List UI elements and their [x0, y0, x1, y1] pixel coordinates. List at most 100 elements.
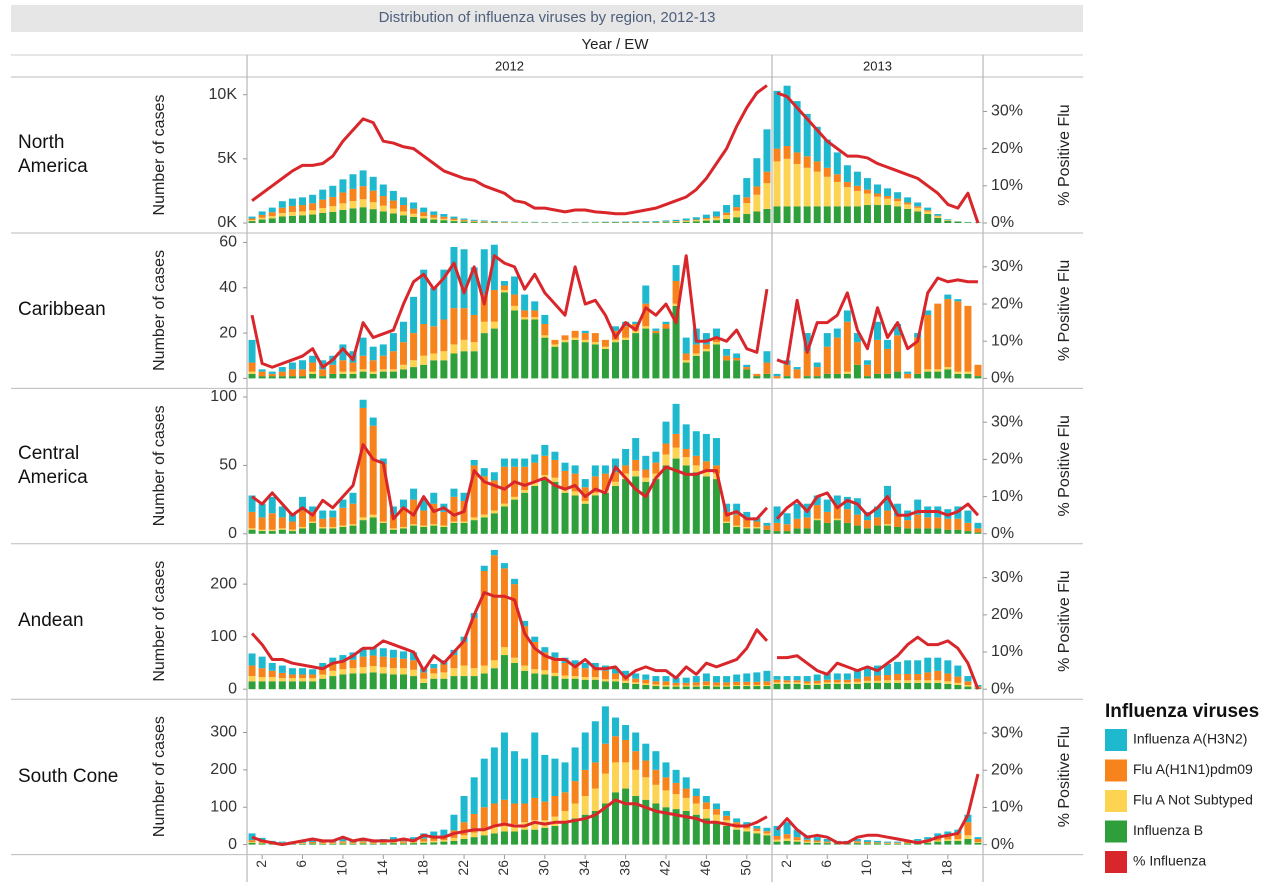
bar: [753, 521, 761, 527]
bar: [399, 528, 407, 534]
bar: [420, 324, 428, 356]
bar: [763, 525, 771, 530]
bar: [944, 367, 952, 370]
bar: [359, 371, 367, 379]
bar: [248, 833, 256, 841]
bar: [652, 222, 660, 223]
bar: [904, 682, 912, 690]
year-label: 2013: [863, 58, 892, 73]
bar: [753, 526, 761, 529]
x-tick-label: 18: [939, 860, 955, 876]
bar: [964, 676, 972, 682]
bar: [803, 113, 811, 157]
bar: [964, 222, 972, 223]
bar: [853, 364, 861, 379]
bar: [682, 448, 690, 458]
bar: [622, 788, 630, 845]
bar: [490, 660, 498, 669]
bar: [733, 360, 741, 379]
bar: [702, 333, 710, 345]
bar: [470, 618, 478, 669]
bar: [743, 369, 751, 379]
bar: [329, 842, 337, 844]
y-tick-label: 0K: [217, 214, 237, 231]
bar: [531, 317, 539, 320]
bar: [440, 664, 448, 673]
bar: [299, 528, 307, 534]
bar: [692, 803, 700, 815]
bar: [753, 825, 761, 829]
bar: [672, 433, 680, 448]
bar: [531, 481, 539, 486]
legend-title: Influenza viruses: [1105, 701, 1259, 722]
bar: [874, 205, 881, 223]
bar: [410, 843, 418, 845]
legend-label: Influenza A(H3N2): [1133, 731, 1247, 747]
bar: [601, 348, 609, 379]
bar: [571, 747, 579, 782]
bar: [440, 511, 448, 526]
bar: [500, 466, 508, 504]
bar: [430, 524, 438, 526]
bar: [692, 217, 700, 220]
bar: [389, 208, 397, 214]
bar: [329, 843, 337, 845]
bar: [954, 684, 962, 690]
bar: [894, 673, 902, 681]
bar: [490, 833, 498, 845]
bar: [410, 525, 418, 534]
bar: [369, 425, 377, 515]
bar: [924, 369, 932, 372]
y2-axis-title: % Positive Flu: [1056, 571, 1073, 672]
bar: [571, 491, 579, 496]
bar: [702, 796, 710, 803]
bar: [803, 684, 811, 690]
bar: [944, 294, 952, 300]
bar: [632, 221, 640, 222]
bar: [450, 344, 458, 354]
bar: [430, 360, 438, 379]
bar: [823, 206, 831, 223]
bar: [389, 668, 397, 675]
bar: [420, 364, 428, 379]
bar: [773, 161, 781, 207]
bar: [853, 342, 861, 365]
bar: [642, 777, 650, 800]
bar: [813, 362, 821, 368]
bar: [490, 513, 498, 534]
bar: [702, 681, 710, 685]
bar: [450, 218, 458, 221]
bar: [682, 337, 690, 354]
bar: [511, 831, 519, 845]
y2-axis-title: % Positive Flu: [1056, 726, 1073, 827]
bar: [934, 214, 942, 216]
bar: [884, 680, 892, 683]
bar: [763, 183, 771, 209]
bar: [622, 682, 630, 690]
bar: [642, 328, 650, 379]
bar: [369, 517, 377, 534]
bar: [662, 790, 670, 808]
bar: [642, 679, 650, 684]
bar: [733, 822, 741, 826]
bar: [642, 683, 650, 685]
bar: [399, 342, 407, 365]
bar: [430, 673, 438, 679]
bar: [672, 280, 680, 304]
bar: [309, 210, 317, 215]
region-label: North America: [18, 132, 88, 177]
bar: [652, 684, 660, 687]
bar: [379, 344, 387, 356]
bar: [723, 218, 731, 223]
bar: [763, 208, 771, 223]
bar: [743, 673, 751, 682]
bar: [642, 743, 650, 761]
bar: [309, 506, 317, 512]
bar: [662, 684, 670, 687]
bar: [359, 186, 367, 200]
bar: [793, 682, 801, 684]
bar: [843, 683, 851, 690]
bar: [833, 518, 841, 521]
bar: [278, 672, 286, 679]
bar: [712, 822, 720, 845]
